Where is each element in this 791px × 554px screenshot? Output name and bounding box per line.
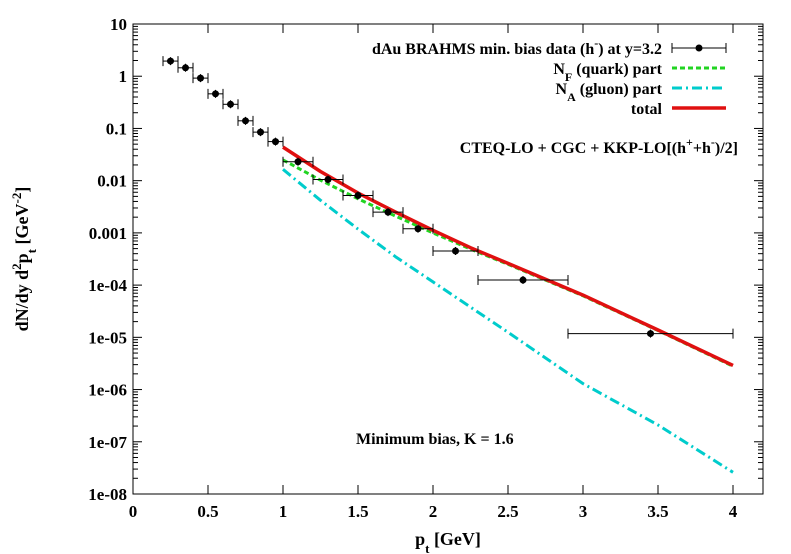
data-point-layer [162,56,734,339]
min-bias-annotation: Minimum bias, K = 1.6 [356,431,514,448]
y-tick-label: 1 [119,67,128,86]
data-point [212,90,219,98]
plot-frame [132,23,764,495]
data-point [519,276,527,284]
data-point [227,100,234,108]
curve-solid-line [282,145,734,367]
data-point [182,64,189,72]
y-axis-title: dN/dy d2pt [GeV-2] [9,187,39,332]
x-tick-label: 1 [279,502,288,521]
data-point [257,128,264,136]
legend-sample-data-point [695,44,703,52]
legend-label-gluon: NA (gluon) part [556,81,663,104]
y-tick-label: 0.001 [89,224,127,243]
legend-label-data: dAu BRAHMS min. bias data (h-) at y=3.2 [372,36,662,58]
data-point [197,74,204,82]
x-tick-label: 2.5 [497,502,518,521]
data-point [452,247,459,255]
data-point [242,117,249,125]
y-tick-label: 0.1 [106,119,127,138]
data-point [354,191,362,199]
y-tick-label: 1e-06 [88,381,127,400]
x-tick-label: 4 [729,502,738,521]
data-point [272,138,279,146]
data-point [167,57,174,65]
y-tick-label: 1e-07 [88,433,127,452]
y-tick-label: 1e-08 [88,485,127,504]
y-tick-label: 10 [110,15,127,34]
curve-layer [282,145,734,474]
legend-label-total: total [631,101,663,118]
data-point [384,208,392,216]
legend: dAu BRAHMS min. bias data (h-) at y=3.2 N… [372,36,727,118]
x-tick-label: 3.5 [647,502,668,521]
legend-label-quark: NF (quark) part [553,61,662,84]
data-point [294,158,302,166]
y-tick-label: 1e-05 [88,328,127,347]
x-tick-label: 2 [429,502,438,521]
x-tick-label: 1.5 [347,502,368,521]
model-annotation: CTEQ-LO + CGC + KKP-LO[(h++h-)/2] [460,135,738,157]
x-tick-label: 0 [129,502,138,521]
data-point [414,225,422,233]
data-point [324,176,332,184]
y-tick-label: 0.01 [97,172,127,191]
data-point [647,330,654,338]
x-tick-labels: 0 0.5 1 1.5 2 2.5 3 3.5 4 [129,502,738,521]
y-tick-label: 1e-04 [88,276,127,295]
x-axis-title: pt [GeV] [415,529,481,554]
x-tick-label: 0.5 [197,502,218,521]
axis-ticks [132,23,763,495]
curve-dash-dot-line [282,168,734,474]
y-tick-labels: 10 1 0.1 0.01 0.001 1e-04 1e-05 1e-06 1e-07 1e-08 [88,15,127,504]
x-tick-label: 3 [579,502,588,521]
